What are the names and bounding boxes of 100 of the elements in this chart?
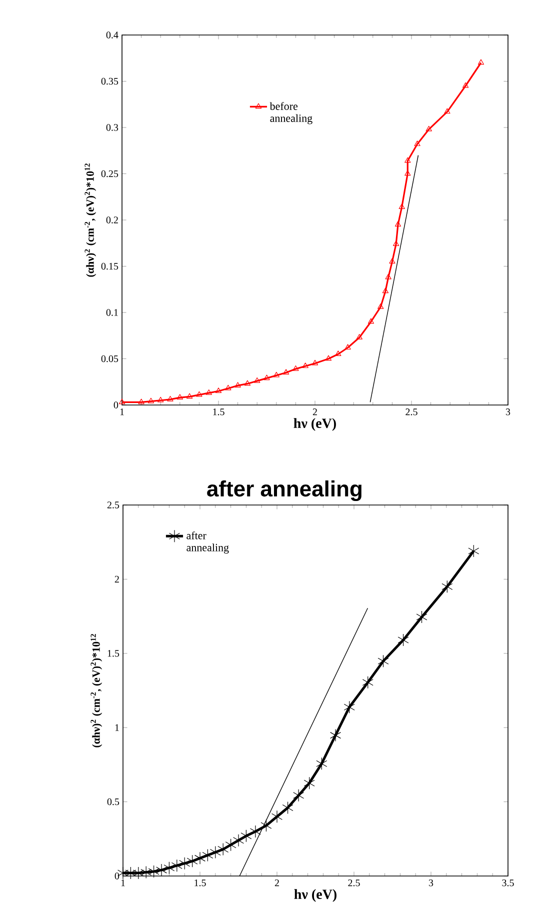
point: [273, 372, 280, 378]
point: [398, 634, 409, 646]
x-tick-label: 2: [312, 408, 317, 416]
point: [330, 729, 342, 742]
point: [210, 846, 221, 859]
point: [234, 382, 241, 388]
point: [325, 355, 332, 361]
point: [462, 82, 469, 88]
point: [125, 866, 136, 880]
y-tick-label: 0.4: [106, 32, 118, 38]
x-tick-label: 1: [120, 408, 124, 416]
point: [250, 825, 261, 838]
y-tick-label: 0.35: [101, 78, 118, 85]
point: [240, 830, 252, 842]
point: [202, 848, 214, 862]
y-tick-label: 2: [114, 576, 119, 583]
x-tick-label: 1.5: [194, 880, 206, 886]
y-tick-label: 0: [114, 402, 118, 408]
point: [478, 59, 484, 65]
point: [148, 398, 154, 404]
point: [244, 380, 251, 386]
point: [442, 580, 453, 593]
point: [196, 391, 202, 397]
point: [394, 221, 402, 227]
point: [179, 857, 190, 870]
y-tick-label: 0.15: [101, 262, 118, 270]
point: [186, 854, 198, 868]
point: [132, 866, 144, 880]
point: [398, 204, 405, 209]
point: [138, 398, 144, 404]
y-tick-label: 0: [114, 872, 120, 880]
point: [368, 318, 374, 324]
y-tick-label: 0.2: [106, 216, 118, 224]
legend-label: after annealing: [186, 531, 229, 554]
point: [385, 274, 392, 280]
y-axis-title: (αhν)$^{2}$ (cm$^{-2}$, (eV)$^{2}$)*10$^{12}$: [90, 634, 102, 748]
x-tick-label: 3.5: [502, 880, 514, 886]
y-tick-label: 0.3: [106, 124, 118, 131]
point: [171, 859, 182, 872]
point: [293, 789, 304, 802]
chart-title: after annealing: [207, 480, 362, 502]
point: [344, 344, 351, 350]
point: [292, 365, 299, 371]
point: [218, 842, 229, 856]
y-tick-label: 1.5: [108, 650, 120, 657]
point: [225, 838, 236, 852]
point: [233, 834, 244, 847]
y-tick-label: 0.5: [107, 798, 120, 806]
point: [416, 610, 428, 624]
point: [140, 866, 152, 879]
point: [414, 140, 420, 146]
point: [148, 865, 160, 878]
point: [118, 398, 126, 404]
point: [167, 396, 174, 402]
x-tick-label: 2.5: [406, 408, 418, 416]
y-tick-label: 0.05: [101, 355, 118, 362]
point: [260, 819, 272, 832]
y-tick-label: 1: [115, 724, 119, 731]
point: [282, 369, 290, 375]
point: [271, 810, 282, 823]
point: [356, 334, 362, 340]
point: [215, 388, 222, 394]
point: [426, 126, 432, 132]
point: [225, 384, 232, 390]
point: [156, 864, 167, 876]
point: [302, 362, 308, 368]
point: [304, 776, 315, 790]
point: [389, 258, 396, 264]
legend-label: before annealing: [270, 102, 312, 124]
point: [404, 157, 411, 163]
point: [362, 676, 374, 689]
point: [118, 866, 128, 880]
point: [194, 852, 206, 864]
point: [176, 394, 183, 400]
point: [335, 350, 342, 356]
x-tick-label: 1: [121, 880, 125, 886]
point: [404, 170, 411, 176]
point: [468, 544, 480, 558]
point: [254, 377, 260, 383]
x-tick-label: 1.5: [213, 408, 224, 416]
point: [378, 654, 389, 668]
point: [164, 862, 175, 874]
y-tick-label: 0.1: [106, 309, 118, 316]
y-tick-label: 0.25: [101, 170, 118, 178]
point: [282, 801, 294, 814]
x-tick-label: 3: [506, 408, 510, 416]
point: [344, 700, 355, 714]
point: [382, 288, 389, 294]
point: [392, 240, 400, 246]
x-axis-title: hν (eV): [294, 418, 336, 431]
point: [186, 393, 193, 399]
x-tick-label: 2.5: [348, 880, 360, 886]
y-axis-title: (αhν)$^{2}$ (cm$^{-2}$, (eV)$^{2}$)*10$^{12}$: [84, 164, 96, 277]
point: [206, 389, 212, 395]
point: [444, 108, 450, 114]
point: [158, 396, 164, 402]
y-tick-label: 2.5: [107, 502, 120, 508]
x-tick-label: 3: [428, 880, 434, 886]
point: [378, 303, 384, 309]
point: [316, 757, 328, 770]
